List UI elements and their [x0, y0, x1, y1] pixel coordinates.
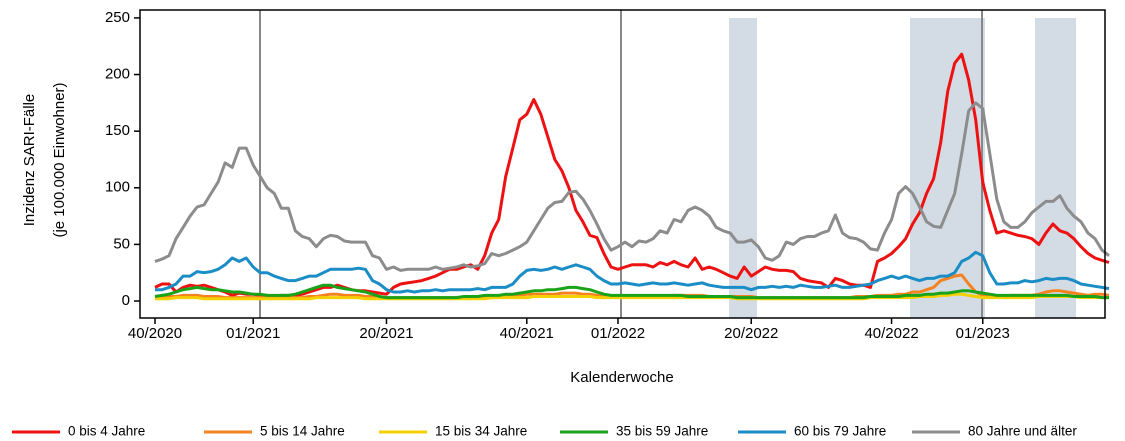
x-tick-label: 40/2022 [864, 325, 918, 342]
legend-label: 5 bis 14 Jahre [260, 424, 345, 439]
shaded-period [729, 18, 757, 318]
x-axis-label: Kalenderwoche [570, 369, 673, 386]
shaded-period [1035, 18, 1076, 318]
series-line [154, 101, 1110, 272]
y-axis-label: (je 100.000 Einwohner) [51, 82, 68, 237]
x-tick-label: 01/2021 [226, 325, 280, 342]
shaded-periods [729, 18, 1076, 318]
y-tick-label: 250 [105, 9, 130, 26]
x-tick-label: 20/2022 [724, 325, 778, 342]
x-tick-label: 40/2021 [500, 325, 554, 342]
y-tick-label: 50 [113, 235, 130, 252]
x-tick-label: 40/2020 [128, 325, 182, 342]
y-tick-label: 150 [105, 122, 130, 139]
shaded-period [910, 18, 985, 318]
x-tick-label: 01/2023 [956, 325, 1010, 342]
legend-label: 0 bis 4 Jahre [68, 424, 145, 439]
y-axis-label: Inzidenz SARI-Fälle [21, 94, 38, 227]
series-line [154, 52, 1110, 298]
series-line [154, 283, 1109, 300]
y-tick-label: 200 [105, 66, 130, 83]
series-line [155, 292, 1109, 301]
y-tick-label: 100 [105, 179, 130, 196]
y-tick-label: 0 [122, 292, 130, 309]
legend-label: 60 bis 79 Jahre [794, 424, 886, 439]
legend-label: 80 Jahre und älter [968, 424, 1077, 439]
legend-label: 15 bis 34 Jahre [435, 424, 527, 439]
x-tick-label: 01/2022 [591, 325, 645, 342]
legend: 0 bis 4 Jahre 5 bis 14 Jahre 15 bis 34 Jah… [12, 424, 1077, 439]
legend-label: 35 bis 59 Jahre [616, 424, 708, 439]
plot [154, 52, 1110, 301]
series-line [155, 250, 1110, 294]
x-tick-label: 20/2021 [359, 325, 413, 342]
plot-frame [139, 9, 1106, 319]
